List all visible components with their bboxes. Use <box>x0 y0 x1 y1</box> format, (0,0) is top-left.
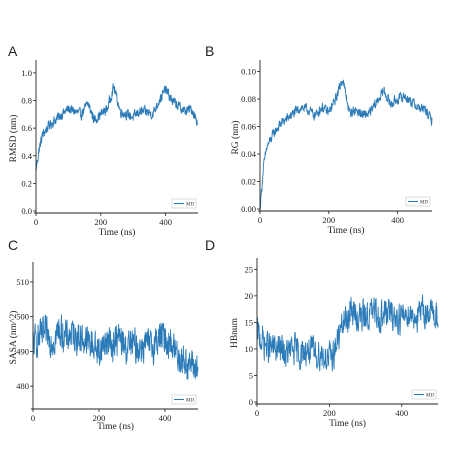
y-tick-label: 490 <box>16 346 29 356</box>
x-tick-label: 400 <box>395 408 408 418</box>
y-tick-label: 20 <box>245 291 254 301</box>
x-tick-label: 200 <box>322 215 335 225</box>
panel-letter: D <box>205 237 215 253</box>
series-line <box>256 294 439 372</box>
y-tick-label: 0 <box>249 397 253 407</box>
panel-d: D 0 200 400 0 5 10 15 20 25 Time (ns) HBnum MD <box>205 237 439 429</box>
legend-label: MD <box>186 398 194 403</box>
y-tick-label: 0.02 <box>241 177 256 187</box>
panel-b: B 0 200 400 0.00 0.02 0.04 0.06 0.08 0.10 Time (ns… <box>205 43 433 236</box>
y-axis-label: HBnum <box>230 317 240 348</box>
legend-label: MD <box>420 200 428 205</box>
y-tick-label: 0.2 <box>21 178 32 188</box>
y-tick-label: 1.0 <box>21 68 32 78</box>
x-axis-label: Time (ns) <box>99 227 136 238</box>
y-tick-label: 15 <box>245 317 254 327</box>
y-tick-label: 0.6 <box>21 123 32 133</box>
x-tick-label: 400 <box>159 413 172 423</box>
x-tick-label: 0 <box>255 408 259 418</box>
y-tick-label: 0.06 <box>241 122 256 132</box>
y-axis-label: RMSD (nm) <box>8 115 19 163</box>
y-tick-label: 0.00 <box>241 204 256 214</box>
x-tick-label: 200 <box>93 413 106 423</box>
y-tick-label: 0.0 <box>21 206 32 216</box>
panel-letter: C <box>8 237 18 253</box>
series-line <box>35 83 199 171</box>
legend: MD <box>411 389 437 400</box>
x-tick-label: 200 <box>323 408 336 418</box>
x-tick-label: 0 <box>34 217 38 227</box>
x-tick-label: 0 <box>31 413 35 423</box>
y-tick-label: 510 <box>16 277 29 287</box>
y-tick-label: 0.10 <box>241 67 256 77</box>
y-axis-label: RG (nm) <box>230 120 241 154</box>
y-tick-label: 10 <box>245 344 254 354</box>
y-axis-label: SASA (nm^2) <box>8 311 19 365</box>
legend: MD <box>171 394 197 405</box>
x-tick-label: 400 <box>391 215 404 225</box>
x-tick-label: 200 <box>94 217 107 227</box>
legend: MD <box>405 196 431 207</box>
x-tick-label: 400 <box>159 217 172 227</box>
series-line <box>32 314 199 380</box>
panel-letter: B <box>205 43 214 59</box>
x-axis-label: Time (ns) <box>329 418 366 429</box>
legend: MD <box>171 198 197 209</box>
panel-a: A 0 200 400 0.0 0.2 0.4 0.6 0.8 1.0 Time (ns) RMSD … <box>8 43 199 238</box>
y-tick-label: 0.08 <box>241 94 256 104</box>
series-line <box>259 79 433 210</box>
y-tick-label: 5 <box>249 370 253 380</box>
x-axis-label: Time (ns) <box>328 225 365 236</box>
y-tick-label: 0.04 <box>241 149 257 159</box>
legend-label: MD <box>426 393 434 398</box>
legend-label: MD <box>186 202 194 207</box>
y-tick-label: 25 <box>245 264 254 274</box>
panel-c: C 0 200 400 480 490 500 510 Time (ns) SASA (nm^2)… <box>8 237 199 432</box>
y-tick-label: 0.8 <box>21 96 32 106</box>
y-tick-label: 0.4 <box>21 151 32 161</box>
x-axis-label: Time (ns) <box>97 421 134 432</box>
y-tick-label: 500 <box>16 312 29 322</box>
y-tick-label: 480 <box>16 381 29 391</box>
x-tick-label: 0 <box>258 215 262 225</box>
panel-letter: A <box>8 43 18 59</box>
